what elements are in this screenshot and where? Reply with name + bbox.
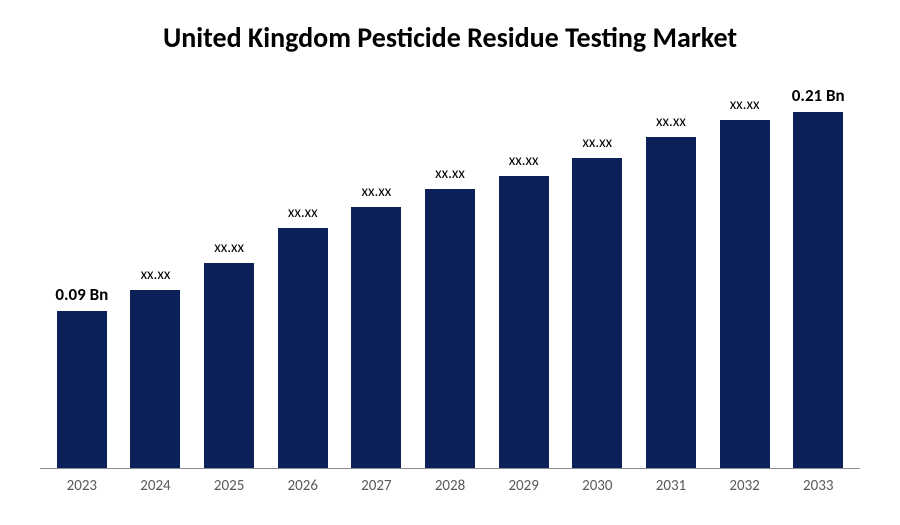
bar-value-label: xx.xx bbox=[656, 113, 686, 131]
x-axis-label: 2024 bbox=[119, 477, 193, 495]
bar bbox=[278, 228, 328, 468]
bar-value-label: xx.xx bbox=[582, 134, 612, 152]
bar-group: xx.xx bbox=[487, 85, 561, 468]
bar-value-label: xx.xx bbox=[288, 204, 318, 222]
bar-group: xx.xx bbox=[192, 85, 266, 468]
bar bbox=[499, 176, 549, 468]
x-axis-label: 2028 bbox=[413, 477, 487, 495]
x-axis-label: 2026 bbox=[266, 477, 340, 495]
x-axis-label: 2031 bbox=[634, 477, 708, 495]
x-axis-label: 2023 bbox=[45, 477, 119, 495]
bar-value-label: xx.xx bbox=[509, 152, 539, 170]
bar-group: 0.09 Bn bbox=[45, 85, 119, 468]
x-axis-label: 2030 bbox=[560, 477, 634, 495]
bar-value-label: 0.09 Bn bbox=[55, 284, 108, 305]
x-axis-labels: 2023202420252026202720282029203020312032… bbox=[40, 469, 860, 495]
bar-group: xx.xx bbox=[708, 85, 782, 468]
x-axis-label: 2025 bbox=[192, 477, 266, 495]
x-axis-label: 2029 bbox=[487, 477, 561, 495]
x-axis-label: 2032 bbox=[708, 477, 782, 495]
bar bbox=[646, 137, 696, 468]
bar-group: xx.xx bbox=[634, 85, 708, 468]
bar bbox=[793, 112, 843, 468]
x-axis-label: 2027 bbox=[340, 477, 414, 495]
bar-value-label: xx.xx bbox=[435, 165, 465, 183]
chart-area: 0.09 Bn xx.xx xx.xx xx.xx xx.xx xx.xx xx.xx xx.… bbox=[40, 85, 860, 495]
bar bbox=[572, 158, 622, 468]
bar bbox=[57, 311, 107, 468]
bar-value-label: xx.xx bbox=[730, 96, 760, 114]
bar-group: 0.21 Bn bbox=[781, 85, 855, 468]
bar bbox=[351, 207, 401, 468]
bar-value-label: xx.xx bbox=[361, 183, 391, 201]
bar-group: xx.xx bbox=[119, 85, 193, 468]
bar-value-label: xx.xx bbox=[214, 239, 244, 257]
bar bbox=[204, 263, 254, 468]
x-axis-label: 2033 bbox=[781, 477, 855, 495]
bar-value-label: xx.xx bbox=[141, 266, 171, 284]
bar-group: xx.xx bbox=[413, 85, 487, 468]
bar-group: xx.xx bbox=[340, 85, 414, 468]
chart-title: United Kingdom Pesticide Residue Testing… bbox=[40, 20, 860, 55]
bars-area: 0.09 Bn xx.xx xx.xx xx.xx xx.xx xx.xx xx.xx xx.… bbox=[40, 85, 860, 469]
bar bbox=[720, 120, 770, 468]
bar bbox=[425, 189, 475, 468]
bar-value-label: 0.21 Bn bbox=[792, 85, 845, 106]
bar bbox=[130, 290, 180, 468]
bar-group: xx.xx bbox=[266, 85, 340, 468]
chart-container: United Kingdom Pesticide Residue Testing… bbox=[0, 0, 900, 525]
bar-group: xx.xx bbox=[560, 85, 634, 468]
